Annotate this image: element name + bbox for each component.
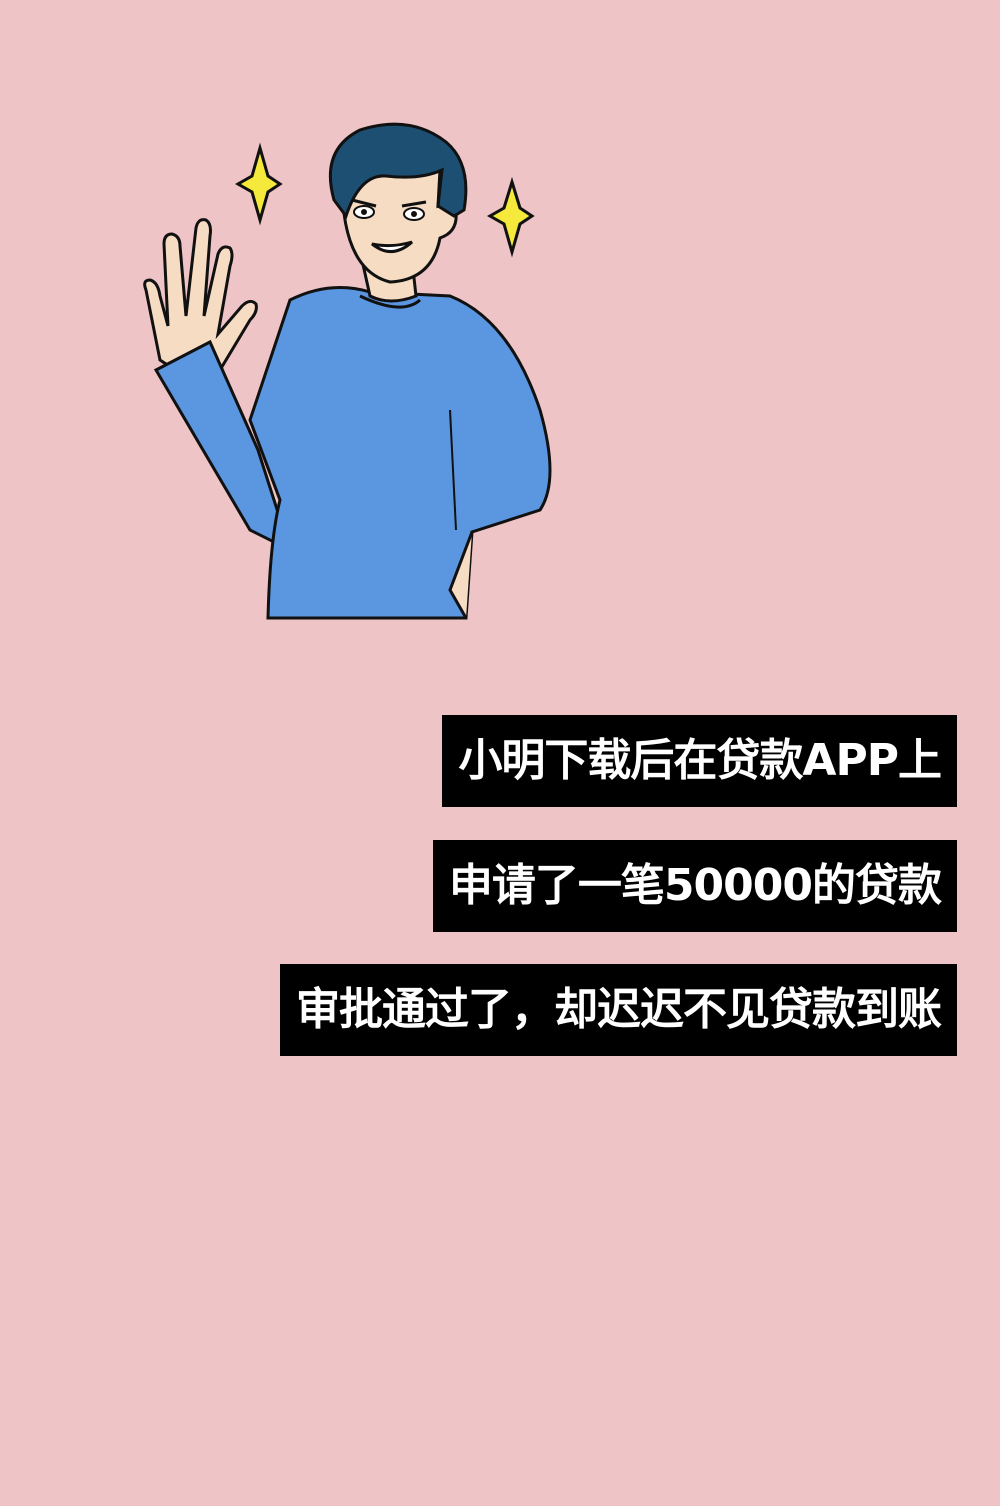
waving-hand [143,218,258,378]
caption-line-1: 小明下载后在贷款APP上 [442,715,957,807]
head [328,122,468,284]
caption-line-3: 审批通过了，却迟迟不见贷款到账 [280,964,957,1056]
torso [248,286,552,620]
raised-arm [153,339,293,553]
waving-man-illustration [120,120,620,620]
sparkle-icon [486,176,535,258]
caption-line-2: 申请了一笔50000的贷款 [432,840,957,932]
sparkle-icon [234,142,283,226]
